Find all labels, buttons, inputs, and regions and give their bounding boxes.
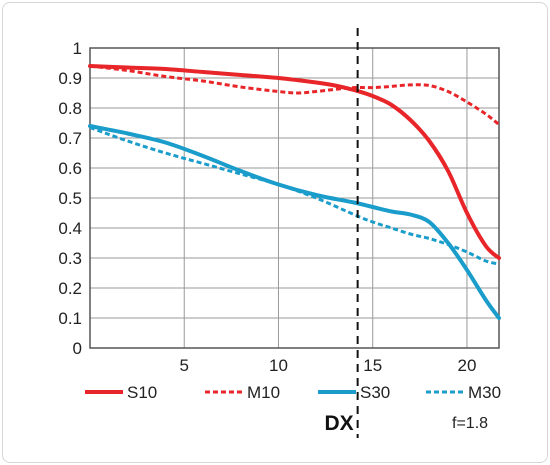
y-tick-label: 0.4 [58,219,82,238]
y-tick-label: 0 [73,339,82,358]
dx-label: DX [324,412,353,435]
series-line-m30 [89,126,500,266]
y-tick-label: 0.1 [58,309,82,328]
x-tick-label: 15 [363,356,382,375]
y-tick-label: 0.9 [58,69,82,88]
x-tick-label: 10 [269,356,288,375]
legend: S10 M10 S30 M30 [85,383,501,402]
series-lines [88,64,501,320]
legend-label-m30: M30 [468,383,501,402]
y-tick-label: 0.2 [58,279,82,298]
x-axis-ticks: 5 10 15 20 [180,356,477,375]
y-axis-ticks: 0 0.1 0.2 0.3 0.4 0.5 0.6 0.7 0.8 0.9 1 [58,39,82,358]
y-tick-label: 0.5 [58,189,82,208]
y-tick-label: 0.6 [58,159,82,178]
legend-label-m10: M10 [247,383,280,402]
y-tick-label: 0.3 [58,249,82,268]
series-line-m10 [89,64,500,126]
y-tick-label: 1 [73,39,82,58]
series-line-s30 [88,124,501,320]
y-tick-label: 0.7 [58,129,82,148]
aperture-note: f=1.8 [452,415,488,432]
series-line-s10 [88,64,501,260]
y-tick-label: 0.8 [58,99,82,118]
plot-border [89,47,500,349]
plot-grid [89,47,500,349]
legend-label-s30: S30 [360,383,390,402]
x-tick-label: 5 [180,356,189,375]
legend-label-s10: S10 [127,383,157,402]
x-tick-label: 20 [457,356,476,375]
